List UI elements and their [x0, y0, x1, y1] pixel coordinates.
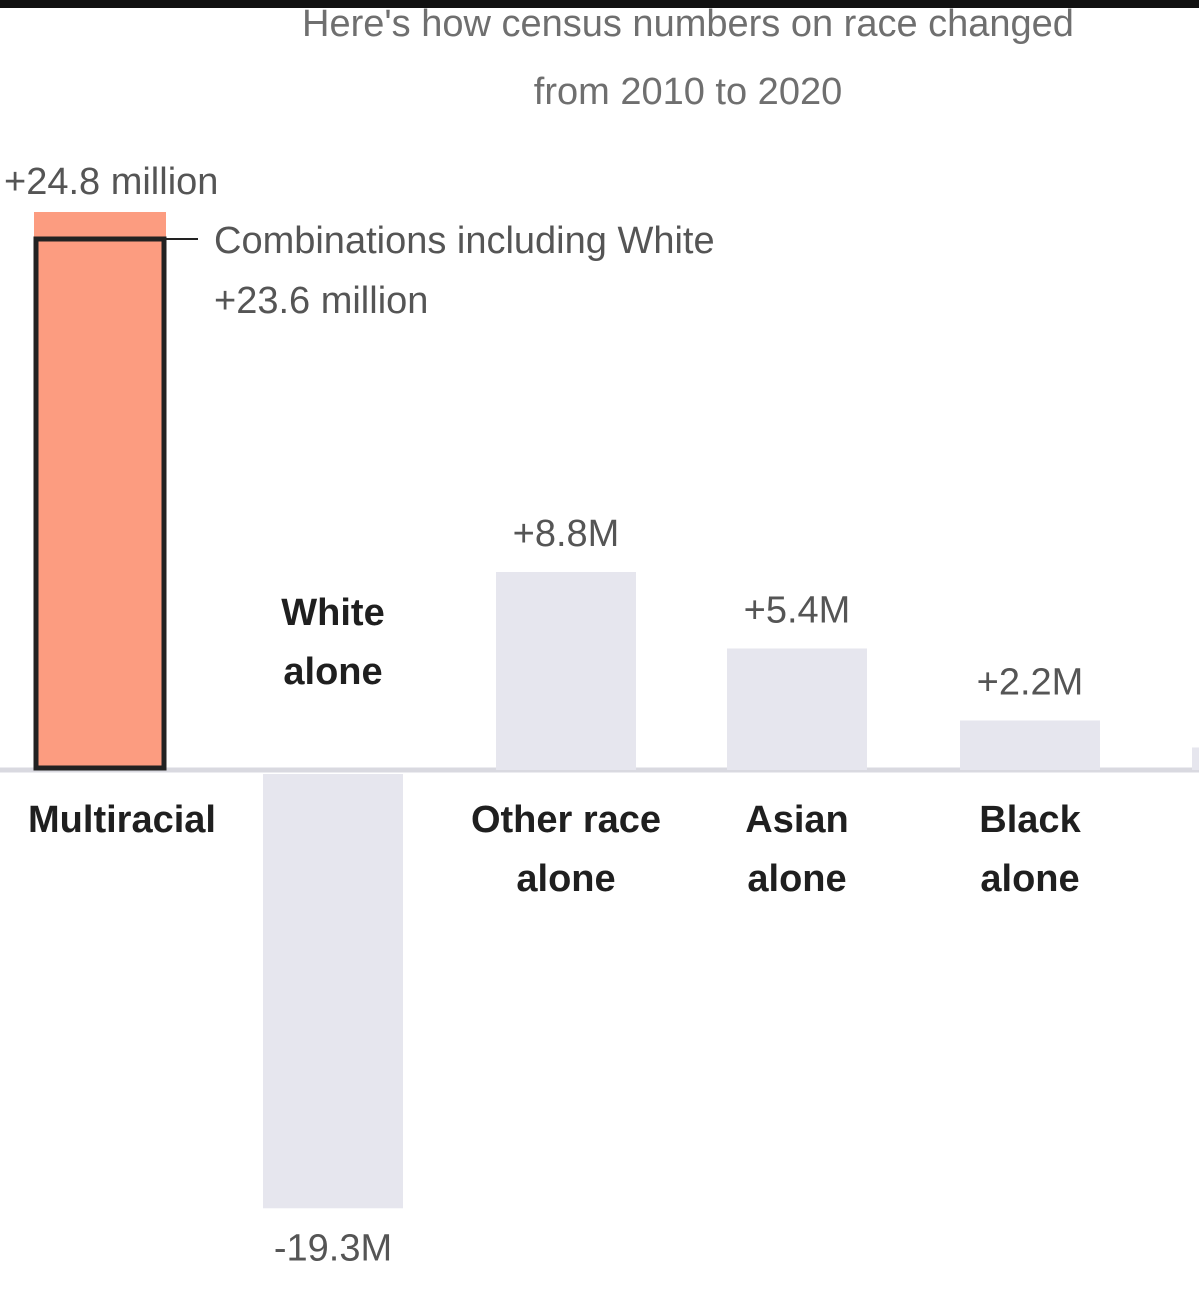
category-label-4-1: alone: [980, 858, 1079, 900]
category-label-1-0: White: [281, 592, 384, 634]
category-label-0-0: Multiracial: [28, 799, 216, 841]
bar-0: [34, 212, 166, 770]
bars-layer: [0, 212, 1199, 1209]
value-label-2: +8.8M: [513, 513, 620, 555]
annotation-label-line-0: Combinations including White: [214, 220, 715, 262]
annotation-outline: [33, 236, 167, 771]
bar-3: [727, 648, 867, 770]
value-label-0: +24.8 million: [4, 161, 218, 203]
category-label-3-1: alone: [747, 858, 846, 900]
category-label-1-1: alone: [283, 651, 382, 693]
bar-5: [1192, 747, 1199, 770]
category-label-3-0: Asian: [745, 799, 848, 841]
value-label-4: +2.2M: [977, 662, 1084, 704]
bar-2: [496, 572, 636, 770]
bar-1: [263, 774, 403, 1209]
category-label-2-1: alone: [516, 858, 615, 900]
annotation-label-line-1: +23.6 million: [214, 280, 428, 322]
value-label-3: +5.4M: [744, 590, 851, 632]
chart-title-line-2: from 2010 to 2020: [534, 71, 842, 113]
labels-layer: +24.8 million Multiracial -19.3M White alone…: [4, 161, 1084, 1269]
value-label-1: -19.3M: [274, 1227, 392, 1269]
chart-title-line-1: Here's how census numbers on race change…: [302, 3, 1074, 45]
category-label-4-0: Black: [979, 799, 1081, 841]
bar-4: [960, 720, 1100, 770]
category-label-2-0: Other race: [471, 799, 661, 841]
top-dark-strip: [0, 0, 1199, 8]
chart-title: Here's how census numbers on race change…: [302, 3, 1074, 113]
